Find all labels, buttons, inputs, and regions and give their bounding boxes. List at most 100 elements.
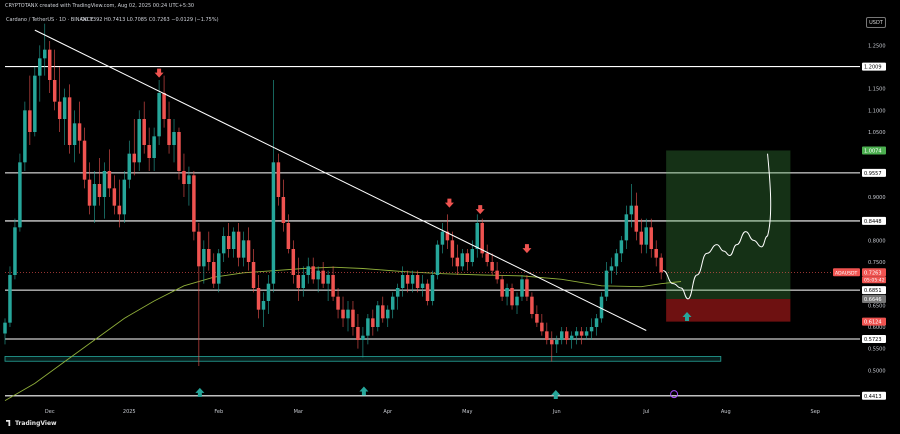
candle-body [599,296,604,319]
candle-body [77,123,82,141]
candle-body [480,223,484,254]
candle-body [629,205,634,215]
x-tick-label: Mar [294,409,304,415]
y-tick-label: 1.1500 [868,87,886,93]
level-label: 0.5723 [864,337,882,343]
candle-body [246,240,251,262]
countdown-bg [862,276,886,284]
y-tick-label: 0.6000 [868,325,886,331]
candle-body [251,262,256,288]
candle-body [346,309,350,319]
y-tick-label: 0.6500 [868,303,886,309]
candle-body [291,249,296,275]
candle-body [33,75,37,132]
candle-body [510,288,514,306]
arrow-down-icon [475,205,485,215]
chart-credit: CRYPTOTANX created with TradingView.com,… [5,3,195,9]
x-tick-label: Jul [642,409,649,415]
tradingview-logo-icon [6,420,11,426]
x-tick-label: 2025 [123,409,136,415]
candle-body [604,270,609,297]
candle-body [177,132,181,171]
candle-body [341,309,345,319]
target-box [666,150,791,300]
y-tick-label: 0.5000 [868,368,886,374]
level-label-bg [862,62,886,71]
y-tick-label: 0.9000 [868,195,886,201]
candle-body [361,335,365,340]
candle-body [564,331,569,340]
candle-body [495,270,499,280]
candle-body [579,331,584,336]
candle-body [192,175,196,232]
price-label-bg [862,317,886,326]
candle-body [147,145,151,158]
level-label: 0.6851 [864,288,882,294]
y-tick-label: 1.0500 [868,130,886,136]
candle-body [8,275,12,323]
candle-body [236,231,241,258]
candle-body [122,179,127,215]
x-tick-label: Feb [214,409,223,415]
candle-body [659,257,663,273]
symbol-tag: ADAUSDT [835,270,858,276]
candle-body [639,231,644,245]
level-label-bg [862,168,886,177]
candle-body [540,322,544,332]
event-marker-icon [670,390,679,399]
x-tick-label: May [462,409,472,415]
candle-body [386,309,390,319]
candle-body [321,270,325,284]
candle-body [550,340,554,345]
candle-body [569,335,574,340]
price-label: 0.6646 [864,297,882,303]
candle-body [72,123,77,145]
candle-body [82,140,87,180]
candle-body [376,305,380,327]
candle-body [530,296,534,314]
candle-body [490,262,494,271]
candle-body [127,153,132,180]
symbol-tag-bg [833,268,860,277]
candle-body [450,240,455,258]
candle-body [67,97,72,145]
candle-body [351,309,355,327]
y-tick-label: 0.5500 [868,347,886,353]
candle-body [13,227,17,275]
candle-body [405,275,410,284]
candle-body [435,244,440,275]
candle-body [555,340,559,345]
candle-body [23,110,27,163]
level-label-bg [862,216,886,225]
candle-body [624,214,629,241]
candle-body [316,270,320,280]
candle-body [455,257,460,267]
currency-button[interactable]: USDT [866,17,886,28]
candle-body [515,296,519,306]
candle-body [589,327,594,332]
moving-average-line [4,266,682,402]
level-label: 0.8448 [864,219,882,225]
candle-body [475,223,479,249]
candle-body [460,253,465,267]
candle-body [187,175,191,184]
candle-body [102,171,107,197]
candle-body [366,318,370,336]
candle-body [132,153,136,163]
candle-body [28,110,32,132]
candle-body [301,275,305,288]
candle-body [43,49,47,59]
candle-body [281,197,286,223]
candle-body [525,279,529,297]
candle-body [654,249,658,258]
candle-body [276,162,281,197]
candle-body [172,132,176,145]
symbol-info: Cardano / TetherUS · 1D · BINANCE [6,17,94,23]
countdown-label: 05:05:42 [864,277,885,283]
candle-body [465,253,470,262]
candle-body [560,331,564,340]
candle-body [212,262,216,284]
candle-body [3,322,7,334]
candle-body [425,283,430,301]
